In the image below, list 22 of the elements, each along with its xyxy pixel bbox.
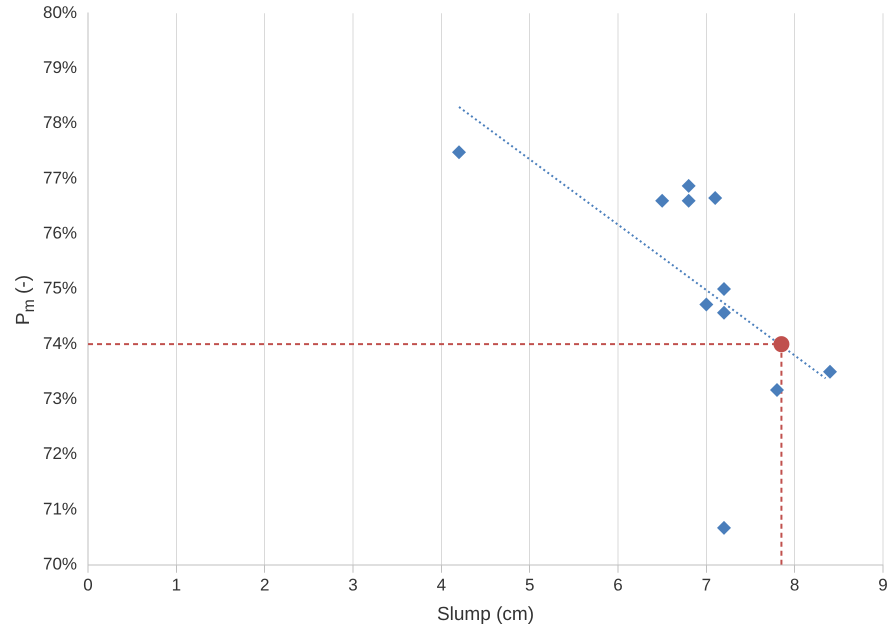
x-tick-label: 8 (790, 576, 800, 595)
x-axis-title: Slump (cm) (436, 604, 534, 625)
x-tick-label: 0 (83, 576, 93, 595)
y-tick-label: 74% (42, 334, 78, 353)
y-tick-label: 77% (42, 168, 78, 188)
x-tick-label: 4 (436, 576, 446, 595)
y-tick-label: 78% (42, 113, 78, 132)
y-tick-label: 72% (42, 444, 78, 464)
y-tick-label: 75% (42, 278, 78, 298)
y-tick-label: 79% (42, 58, 78, 78)
y-tick-label: 76% (42, 224, 78, 243)
y-tick-label: 73% (42, 389, 78, 408)
y-tick-label: 71% (42, 499, 78, 518)
x-tick-label: 3 (348, 576, 358, 595)
x-tick-label: 6 (613, 576, 623, 595)
x-tick-label: 5 (524, 576, 534, 595)
x-tick-label: 1 (172, 576, 182, 595)
y-tick-label: 80% (42, 2, 78, 22)
y-tick-label: 70% (42, 554, 78, 574)
x-tick-label: 2 (260, 576, 270, 595)
x-tick-label: 9 (878, 576, 888, 595)
x-tick-label: 7 (702, 576, 712, 595)
